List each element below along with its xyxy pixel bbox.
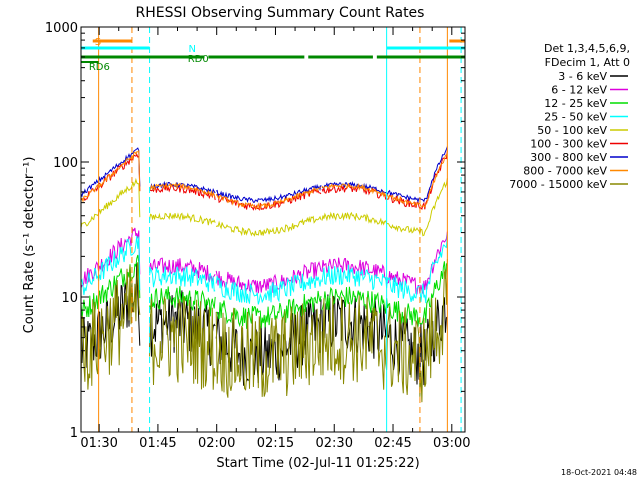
series-line-5 <box>215 215 322 237</box>
series-line-4 <box>321 233 448 304</box>
series-line-6 <box>321 150 448 211</box>
series-line-4 <box>149 266 216 292</box>
y-ticks: 1 10 100 1000 <box>45 21 465 441</box>
series-line-8 <box>149 181 216 198</box>
series-line-4 <box>215 273 322 305</box>
series-line-5 <box>80 177 141 228</box>
series-line-4 <box>80 236 141 296</box>
series-line-8 <box>215 186 322 210</box>
legend-entry-label: 12 - 25 keV <box>544 97 607 110</box>
series-line-5 <box>149 212 216 226</box>
x-tick-label: 03:00 <box>433 436 470 451</box>
series-line-9 <box>215 303 322 398</box>
legend-entry-label: 100 - 300 keV <box>530 138 607 151</box>
legend-entry-label: 300 - 800 keV <box>530 151 607 164</box>
legend-entry-label: 50 - 100 keV <box>537 124 607 137</box>
series-line-9 <box>321 259 448 403</box>
series-line-8 <box>80 149 141 204</box>
legend-entry-label: 6 - 12 keV <box>551 84 607 97</box>
plot-frame <box>80 26 466 433</box>
y-tick-label: 10 <box>61 291 78 306</box>
chart-title: RHESSI Observing Summary Count Rates <box>136 5 425 21</box>
legend: Det 1,3,4,5,6,9, FDecim 1, Att 0 3 - 6 k… <box>509 42 630 191</box>
timestamp: 18-Oct-2021 04:48 <box>561 468 637 477</box>
series-line-3 <box>149 286 216 317</box>
x-ticks: 01:30 01:45 02:00 02:15 02:30 02:45 03:00 <box>80 27 471 451</box>
x-axis-label: Start Time (02-Jul-11 01:25:22) <box>216 456 419 471</box>
x-tick-label: 02:45 <box>374 436 411 451</box>
flag-label-rd6: RD6 <box>89 62 110 73</box>
series-line-2 <box>80 227 141 288</box>
series-line-2 <box>321 231 448 295</box>
series-line-5 <box>321 178 448 237</box>
x-tick-label: 02:00 <box>198 436 235 451</box>
flag-label-n: N <box>189 44 196 55</box>
series-line-2 <box>215 261 322 294</box>
legend-entry-label: 7000 - 15000 keV <box>509 178 607 191</box>
series-line-7 <box>80 147 141 198</box>
legend-title-line-2: FDecim 1, Att 0 <box>545 56 630 69</box>
legend-entry-label: 25 - 50 keV <box>544 111 607 124</box>
x-tick-label: 02:15 <box>257 436 294 451</box>
series-line-3 <box>321 261 448 327</box>
y-tick-label: 1 <box>70 426 78 441</box>
series-line-8 <box>321 154 448 208</box>
x-tick-label: 01:30 <box>80 436 117 451</box>
x-tick-label: 01:45 <box>139 436 176 451</box>
series-line-7 <box>215 183 322 204</box>
y-tick-label: 1000 <box>45 21 78 36</box>
flag-label-rd0: RD0 <box>188 54 209 65</box>
x-tick-label: 02:30 <box>316 436 353 451</box>
legend-entry-label: 3 - 6 keV <box>558 70 607 83</box>
series-line-9 <box>149 296 216 390</box>
flag-label-s: S <box>95 37 101 48</box>
series-line-7 <box>149 180 216 195</box>
legend-entry-label: 800 - 7000 keV <box>523 165 607 178</box>
legend-title-line-1: Det 1,3,4,5,6,9, <box>544 42 630 55</box>
series-line-3 <box>80 254 141 320</box>
y-tick-label: 100 <box>53 156 78 171</box>
series-line-2 <box>149 257 216 283</box>
series-line-9 <box>80 262 141 390</box>
y-axis-label: Count Rate (s⁻¹ detector⁻¹) <box>22 157 37 334</box>
